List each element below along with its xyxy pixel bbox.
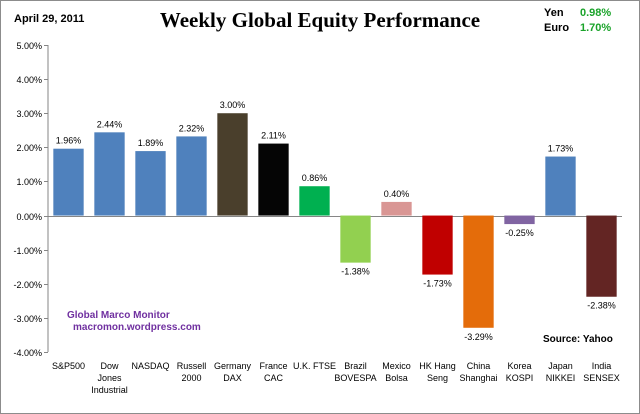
y-tick-label: -4.00%: [13, 348, 42, 358]
data-label: 0.40%: [384, 189, 410, 199]
data-label: 2.11%: [261, 131, 286, 141]
category-label: France CAC: [259, 361, 287, 383]
y-tick-label: 1.00%: [16, 177, 42, 187]
category-label: Japan NIKKEI: [546, 361, 576, 383]
data-label: 0.86%: [302, 173, 328, 183]
y-tick-label: 4.00%: [16, 75, 42, 85]
category-label: HK Hang Seng: [419, 361, 456, 383]
watermark-title: Global Marco Monitor: [67, 310, 170, 321]
y-tick-label: -3.00%: [13, 314, 42, 324]
category-label: China Shanghai: [459, 361, 497, 383]
currency-name-yen: Yen: [544, 7, 564, 19]
watermark-url: macromon.wordpress.com: [73, 322, 201, 333]
data-label: 1.96%: [56, 136, 82, 146]
bar: [340, 215, 371, 263]
bar: [545, 156, 576, 216]
bar: [176, 136, 207, 216]
y-tick-label: 5.00%: [16, 41, 42, 51]
y-tick-label: 0.00%: [16, 212, 42, 222]
data-label: -0.25%: [505, 228, 534, 238]
category-label: Russell 2000: [177, 361, 207, 383]
category-label: NASDAQ: [131, 361, 169, 371]
bar: [135, 151, 166, 216]
data-label: -1.38%: [341, 267, 370, 277]
bar: [258, 143, 289, 216]
data-label: 3.00%: [220, 100, 246, 110]
currency-name-euro: Euro: [544, 22, 570, 34]
data-label: 1.89%: [138, 138, 164, 148]
bar: [422, 215, 453, 275]
category-label: Korea KOSPI: [506, 361, 534, 383]
bar: [381, 201, 412, 216]
chart-date: April 29, 2011: [14, 13, 85, 25]
bar: [586, 215, 617, 297]
currency-value-euro: 1.70%: [580, 22, 612, 34]
y-tick-label: 2.00%: [16, 143, 42, 153]
chart-title: Weekly Global Equity Performance: [159, 8, 481, 32]
data-label: -1.73%: [423, 279, 452, 289]
data-label: 1.73%: [548, 144, 574, 154]
category-label: S&P500: [52, 361, 85, 371]
category-label: India SENSEX: [583, 361, 620, 383]
bar: [94, 132, 125, 216]
y-tick-label: -2.00%: [13, 280, 42, 290]
category-label: U.K. FTSE: [293, 361, 336, 371]
bar: [463, 215, 494, 328]
y-tick-label: 3.00%: [16, 109, 42, 119]
data-label: -2.38%: [587, 301, 616, 311]
y-tick-label: -1.00%: [13, 246, 42, 256]
bar: [504, 215, 535, 225]
data-label: 2.44%: [97, 119, 123, 129]
data-label: -3.29%: [464, 332, 493, 342]
data-label: 2.32%: [179, 123, 205, 133]
category-label: Germany DAX: [214, 361, 252, 383]
source-label: Source: Yahoo: [543, 334, 613, 345]
bar: [217, 113, 248, 216]
bar: [299, 186, 330, 216]
category-label: Mexico Bolsa: [382, 361, 411, 383]
bar: [53, 148, 84, 216]
currency-value-yen: 0.98%: [580, 7, 612, 19]
category-label: Brazil BOVESPA: [334, 361, 376, 383]
category-label: Dow Jones Industrial: [91, 361, 128, 395]
